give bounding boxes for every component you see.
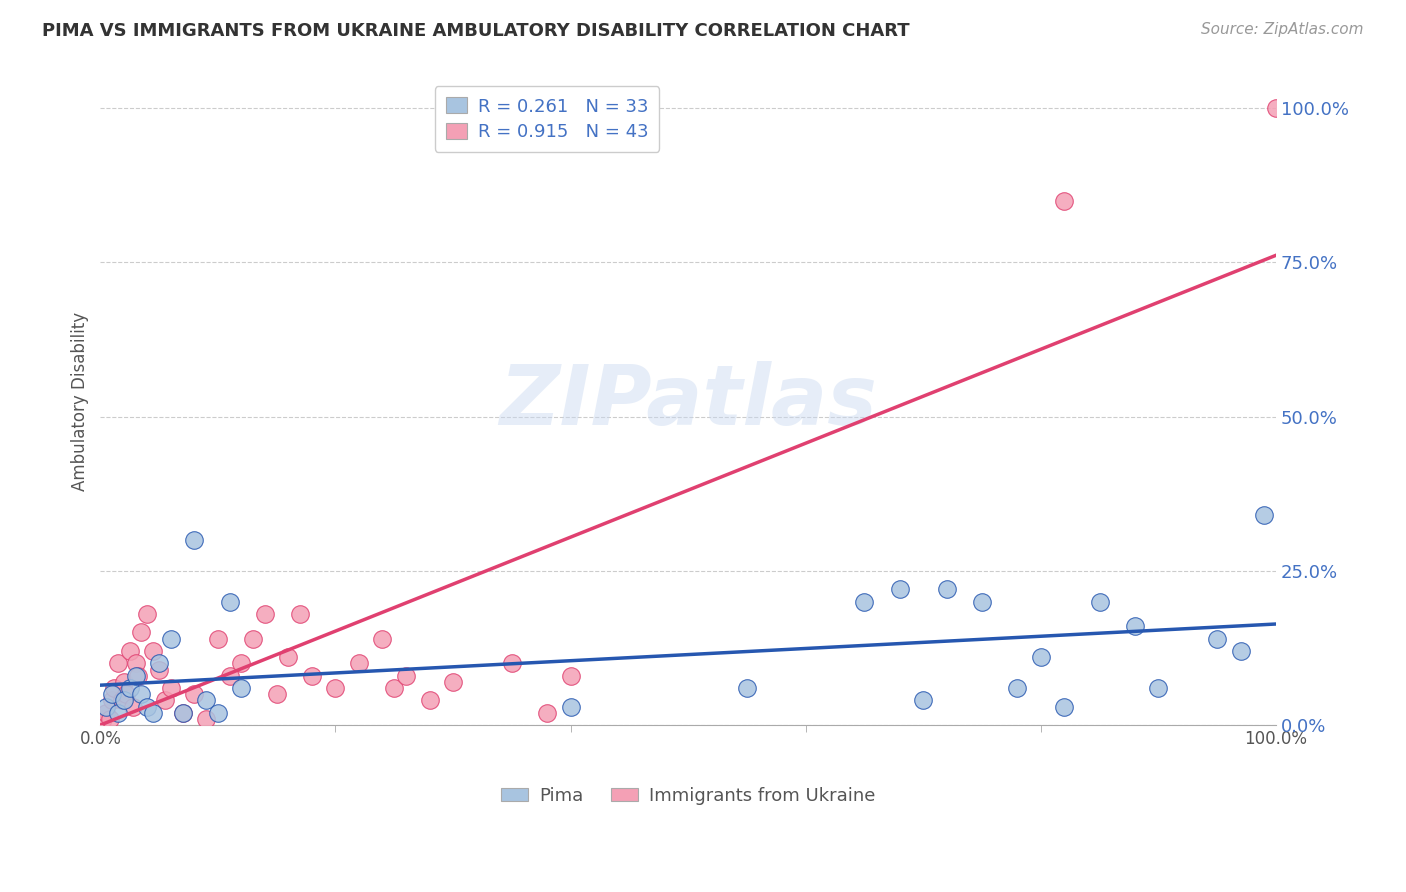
- Point: [91, 712, 114, 726]
- Point: [231, 681, 253, 695]
- Point: [110, 693, 132, 707]
- Point: [122, 699, 145, 714]
- Point: [301, 668, 323, 682]
- Point: [935, 582, 957, 597]
- Point: [207, 632, 229, 646]
- Point: [253, 607, 276, 621]
- Point: [1007, 681, 1029, 695]
- Point: [218, 668, 240, 682]
- Point: [107, 706, 129, 720]
- Point: [127, 668, 149, 682]
- Point: [1029, 650, 1052, 665]
- Point: [96, 699, 118, 714]
- Point: [96, 706, 118, 720]
- Point: [1053, 699, 1076, 714]
- Text: PIMA VS IMMIGRANTS FROM UKRAINE AMBULATORY DISABILITY CORRELATION CHART: PIMA VS IMMIGRANTS FROM UKRAINE AMBULATO…: [42, 22, 910, 40]
- Point: [195, 693, 218, 707]
- Point: [1053, 194, 1076, 208]
- Text: ZIPatlas: ZIPatlas: [499, 360, 877, 442]
- Point: [912, 693, 935, 707]
- Point: [124, 668, 146, 682]
- Point: [142, 706, 165, 720]
- Point: [172, 706, 194, 720]
- Text: Source: ZipAtlas.com: Source: ZipAtlas.com: [1201, 22, 1364, 37]
- Point: [195, 712, 218, 726]
- Point: [148, 657, 170, 671]
- Y-axis label: Ambulatory Disability: Ambulatory Disability: [72, 311, 89, 491]
- Point: [1088, 595, 1111, 609]
- Point: [183, 687, 205, 701]
- Point: [107, 657, 129, 671]
- Point: [124, 657, 146, 671]
- Point: [1206, 632, 1229, 646]
- Point: [560, 699, 582, 714]
- Point: [160, 632, 183, 646]
- Point: [1265, 101, 1288, 115]
- Point: [277, 650, 299, 665]
- Point: [218, 595, 240, 609]
- Point: [395, 668, 418, 682]
- Point: [889, 582, 911, 597]
- Point: [1147, 681, 1170, 695]
- Point: [142, 644, 165, 658]
- Point: [418, 693, 440, 707]
- Point: [1229, 644, 1251, 658]
- Point: [101, 687, 124, 701]
- Point: [101, 693, 124, 707]
- Point: [735, 681, 758, 695]
- Point: [118, 681, 141, 695]
- Point: [136, 607, 159, 621]
- Point: [560, 668, 582, 682]
- Point: [112, 674, 135, 689]
- Point: [382, 681, 405, 695]
- Point: [112, 693, 135, 707]
- Point: [207, 706, 229, 720]
- Point: [148, 663, 170, 677]
- Point: [131, 625, 153, 640]
- Legend: Pima, Immigrants from Ukraine: Pima, Immigrants from Ukraine: [494, 780, 882, 812]
- Point: [371, 632, 394, 646]
- Point: [98, 712, 121, 726]
- Point: [242, 632, 264, 646]
- Point: [183, 533, 205, 547]
- Point: [853, 595, 876, 609]
- Point: [172, 706, 194, 720]
- Point: [160, 681, 183, 695]
- Point: [536, 706, 558, 720]
- Point: [266, 687, 288, 701]
- Point: [131, 687, 153, 701]
- Point: [103, 681, 125, 695]
- Point: [115, 687, 138, 701]
- Point: [1253, 508, 1275, 523]
- Point: [231, 657, 253, 671]
- Point: [153, 693, 176, 707]
- Point: [1123, 619, 1146, 633]
- Point: [136, 699, 159, 714]
- Point: [441, 674, 464, 689]
- Point: [970, 595, 993, 609]
- Point: [501, 657, 523, 671]
- Point: [325, 681, 347, 695]
- Point: [118, 644, 141, 658]
- Point: [347, 657, 370, 671]
- Point: [290, 607, 312, 621]
